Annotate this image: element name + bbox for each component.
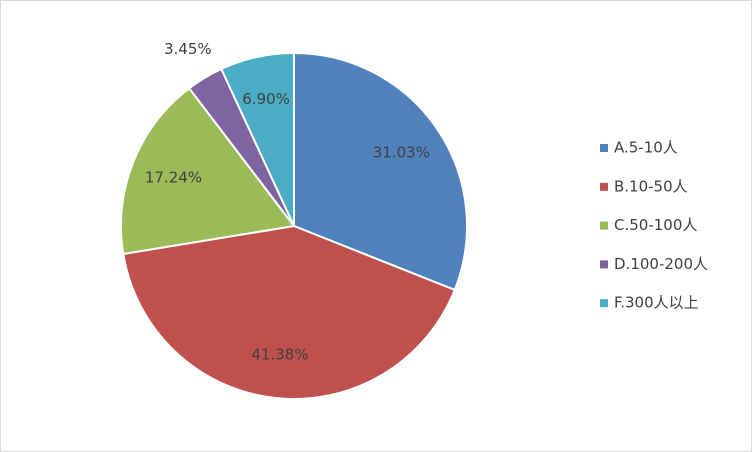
legend-swatch: [600, 299, 608, 308]
legend-label: C.50-100人: [614, 216, 697, 234]
legend-swatch: [600, 260, 608, 269]
data-label: 31.03%: [373, 144, 430, 162]
legend-label: A.5-10人: [614, 139, 678, 157]
legend-swatch: [600, 182, 608, 191]
legend-swatch: [600, 221, 608, 230]
data-label: 3.45%: [164, 40, 212, 58]
pie-slice: [120, 86, 296, 256]
legend-label: D.100-200人: [614, 255, 708, 273]
data-label: 6.90%: [242, 90, 290, 108]
data-label: 17.24%: [145, 169, 202, 187]
legend-label: F.300人以上: [614, 294, 699, 312]
pie-slice: [219, 51, 295, 227]
legend-label: B.10-50人: [614, 177, 688, 195]
data-label: 41.38%: [251, 345, 308, 363]
pie-slice: [293, 51, 468, 292]
legend-swatch: [600, 144, 608, 152]
pie-slice: [122, 224, 457, 400]
